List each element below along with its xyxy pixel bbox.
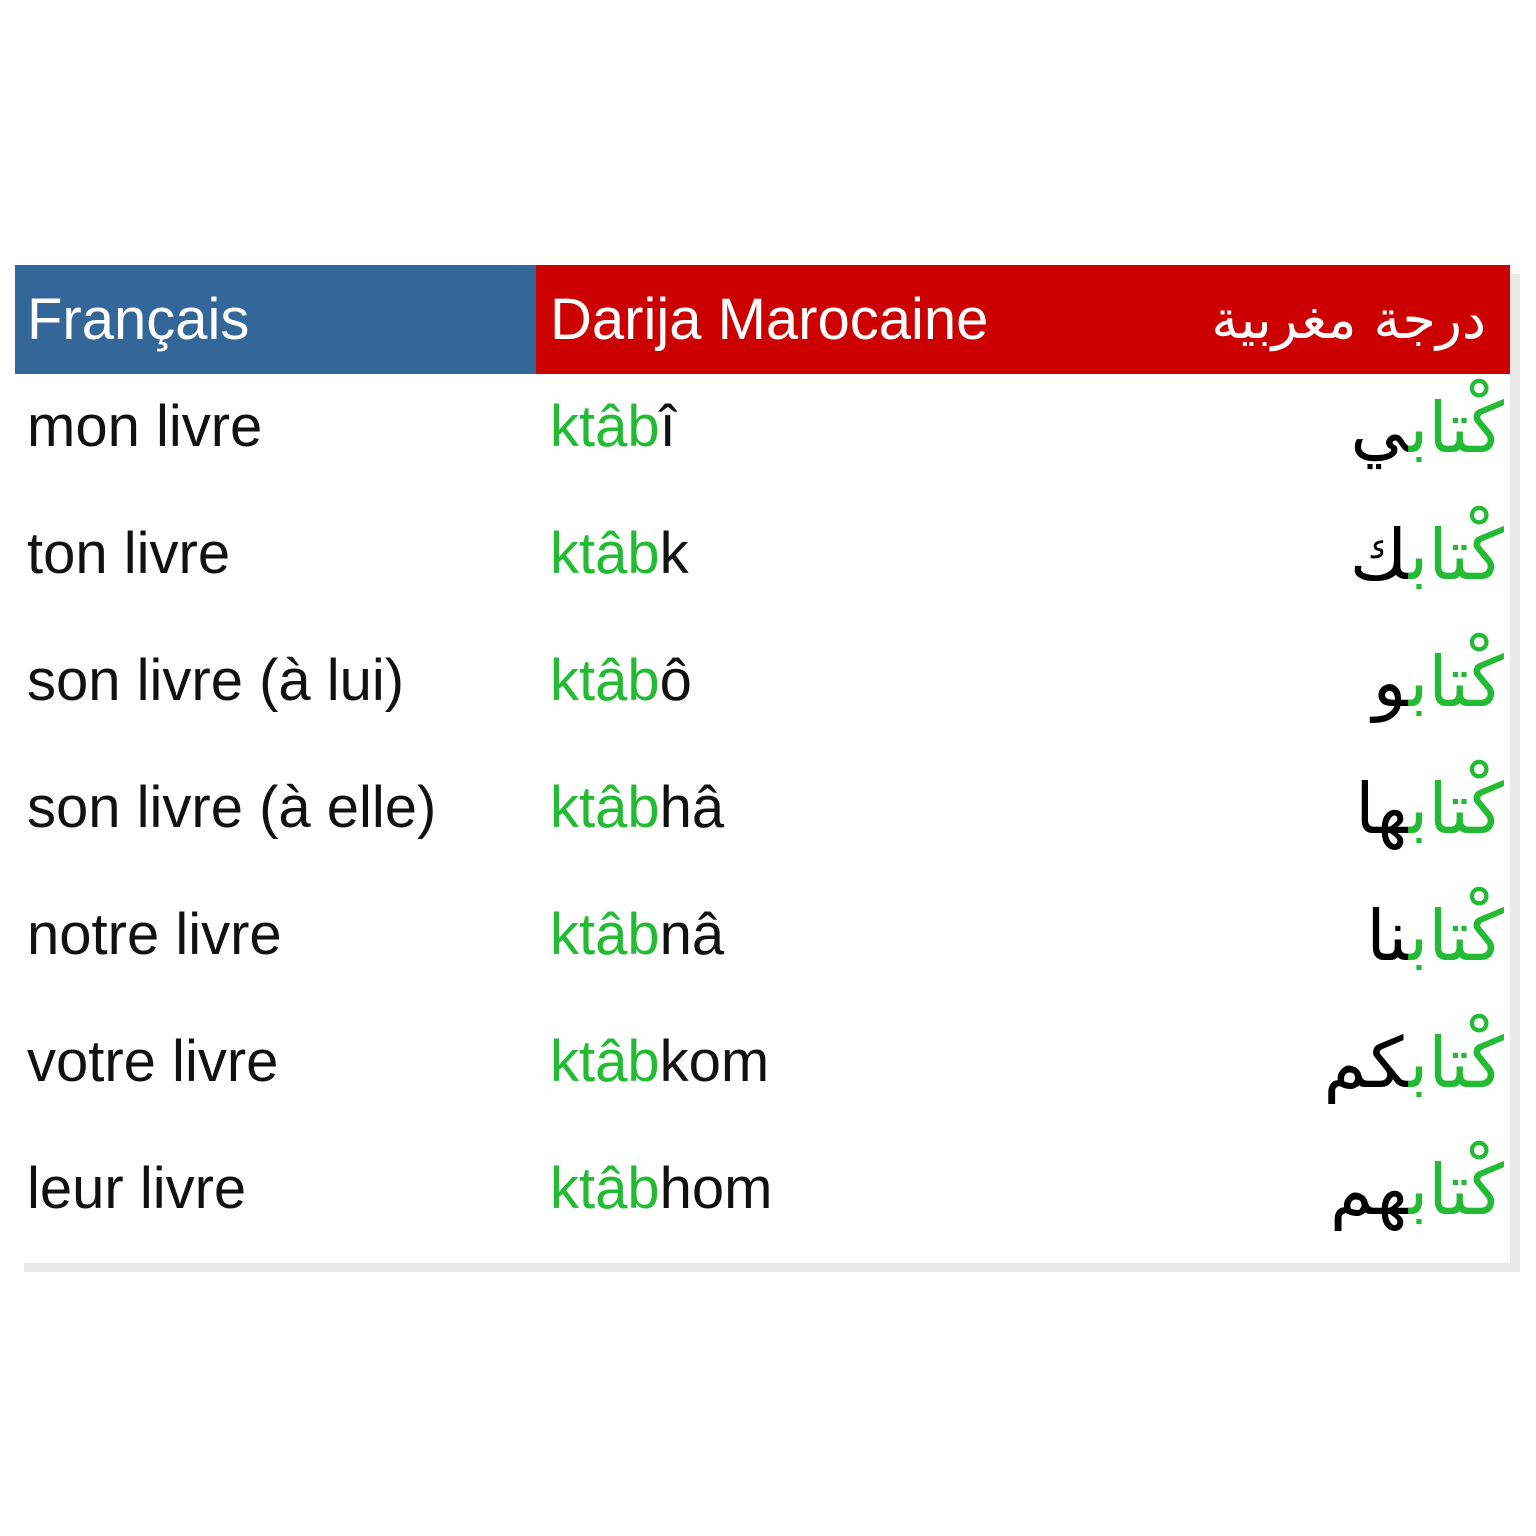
suffix: k <box>659 521 689 586</box>
stem: ktâb <box>550 1156 660 1221</box>
stem-arabic: كْتاب <box>1408 1022 1504 1104</box>
suffix-arabic: هم <box>1329 1149 1409 1231</box>
table-row: notre livre ktâbnâ كْتابنا <box>15 885 1510 1012</box>
stem-arabic: كْتاب <box>1408 514 1504 596</box>
suffix-arabic: ك <box>1349 514 1409 596</box>
header-arabic-label: درجة مغربية <box>1211 288 1486 351</box>
darija-transliteration: ktâbô <box>550 647 692 714</box>
suffix: î <box>659 394 676 459</box>
suffix-arabic: و <box>1372 641 1409 723</box>
darija-transliteration: ktâbhom <box>550 1155 772 1222</box>
darija-transliteration: ktâbk <box>550 520 689 587</box>
darija-transliteration: ktâbhâ <box>550 774 724 841</box>
darija-transliteration: ktâbnâ <box>550 901 724 968</box>
suffix-arabic: كم <box>1323 1022 1409 1104</box>
french-phrase: son livre (à lui) <box>27 648 405 713</box>
table-row: votre livre ktâbkom كْتابكم <box>15 1012 1510 1139</box>
suffix: hâ <box>659 775 725 840</box>
stem-arabic: كْتاب <box>1408 387 1504 469</box>
stem: ktâb <box>550 902 660 967</box>
french-phrase: leur livre <box>27 1156 247 1221</box>
darija-transliteration: ktâbî <box>550 393 676 460</box>
stem-arabic: كْتاب <box>1408 895 1504 977</box>
french-phrase: ton livre <box>27 521 231 586</box>
stem: ktâb <box>550 394 660 459</box>
stem: ktâb <box>550 1029 660 1094</box>
suffix: hom <box>659 1156 773 1221</box>
french-phrase: mon livre <box>27 394 263 459</box>
darija-transliteration: ktâbkom <box>550 1028 769 1095</box>
arabic-word: كْتابها <box>1355 768 1504 850</box>
stem: ktâb <box>550 775 660 840</box>
suffix: ô <box>659 648 692 713</box>
table-row: son livre (à lui) ktâbô كْتابو <box>15 631 1510 758</box>
suffix-arabic: نا <box>1366 895 1409 977</box>
arabic-word: كْتابي <box>1350 387 1504 469</box>
french-phrase: son livre (à elle) <box>27 775 437 840</box>
arabic-word: كْتابهم <box>1330 1149 1504 1231</box>
arabic-word: كْتابكم <box>1323 1022 1504 1104</box>
header-darija-label: Darija Marocaine <box>550 287 989 352</box>
stem-arabic: كْتاب <box>1408 1149 1504 1231</box>
arabic-word: كْتابو <box>1373 641 1504 723</box>
suffix-arabic: ي <box>1350 387 1409 469</box>
arabic-word: كْتابنا <box>1366 895 1504 977</box>
header-darija: Darija Marocaine درجة مغربية <box>536 265 1510 374</box>
arabic-word: كْتابك <box>1350 514 1504 596</box>
stem: ktâb <box>550 521 660 586</box>
suffix: nâ <box>659 902 725 967</box>
stem: ktâb <box>550 648 660 713</box>
stem-arabic: كْتاب <box>1408 641 1504 723</box>
table-row: son livre (à elle) ktâbhâ كْتابها <box>15 758 1510 885</box>
suffix: kom <box>659 1029 770 1094</box>
suffix-arabic: ها <box>1355 768 1409 850</box>
header-french-label: Français <box>27 287 250 352</box>
table-row: mon livre ktâbî كْتابي <box>15 377 1510 504</box>
french-phrase: notre livre <box>27 902 282 967</box>
header-french: Français <box>15 265 536 374</box>
table-row: ton livre ktâbk كْتابك <box>15 504 1510 631</box>
possessive-table: Français Darija Marocaine درجة مغربية mo… <box>15 265 1510 1263</box>
french-phrase: votre livre <box>27 1029 279 1094</box>
stem-arabic: كْتاب <box>1408 768 1504 850</box>
table-row: leur livre ktâbhom كْتابهم <box>15 1139 1510 1266</box>
